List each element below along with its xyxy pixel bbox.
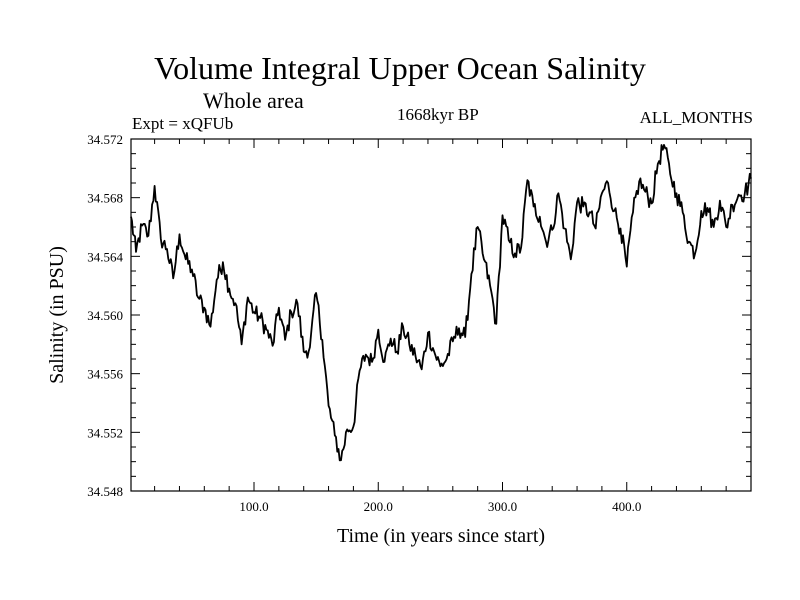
y-tick-label: 34.548 xyxy=(87,484,123,499)
y-tick-label: 34.572 xyxy=(87,132,123,147)
x-tick-label: 300.0 xyxy=(488,499,517,514)
salinity-series-line xyxy=(130,144,752,462)
x-tick-label: 400.0 xyxy=(612,499,641,514)
x-tick-label: 200.0 xyxy=(364,499,393,514)
y-tick-label: 34.564 xyxy=(87,249,123,264)
axis-ticks xyxy=(131,138,751,492)
y-tick-label: 34.568 xyxy=(87,191,123,206)
axis-tick-labels: 100.0 200.0 300.0 400.0 34.548 34.552 34.556 34… xyxy=(87,132,641,514)
x-tick-label: 100.0 xyxy=(239,499,268,514)
period-label: 1668kyr BP xyxy=(397,105,479,124)
chart-title: Volume Integral Upper Ocean Salinity xyxy=(154,50,646,86)
y-axis-label: Salinity (in PSU) xyxy=(46,246,68,384)
experiment-label: Expt = xQFUb xyxy=(132,114,234,133)
x-axis-label: Time (in years since start) xyxy=(337,525,545,547)
y-tick-label: 34.556 xyxy=(87,367,123,382)
y-tick-label: 34.552 xyxy=(87,425,123,440)
plot-frame xyxy=(130,138,752,492)
chart-subtitle: Whole area xyxy=(203,88,304,113)
months-label: ALL_MONTHS xyxy=(639,108,753,127)
y-tick-label: 34.560 xyxy=(87,308,123,323)
